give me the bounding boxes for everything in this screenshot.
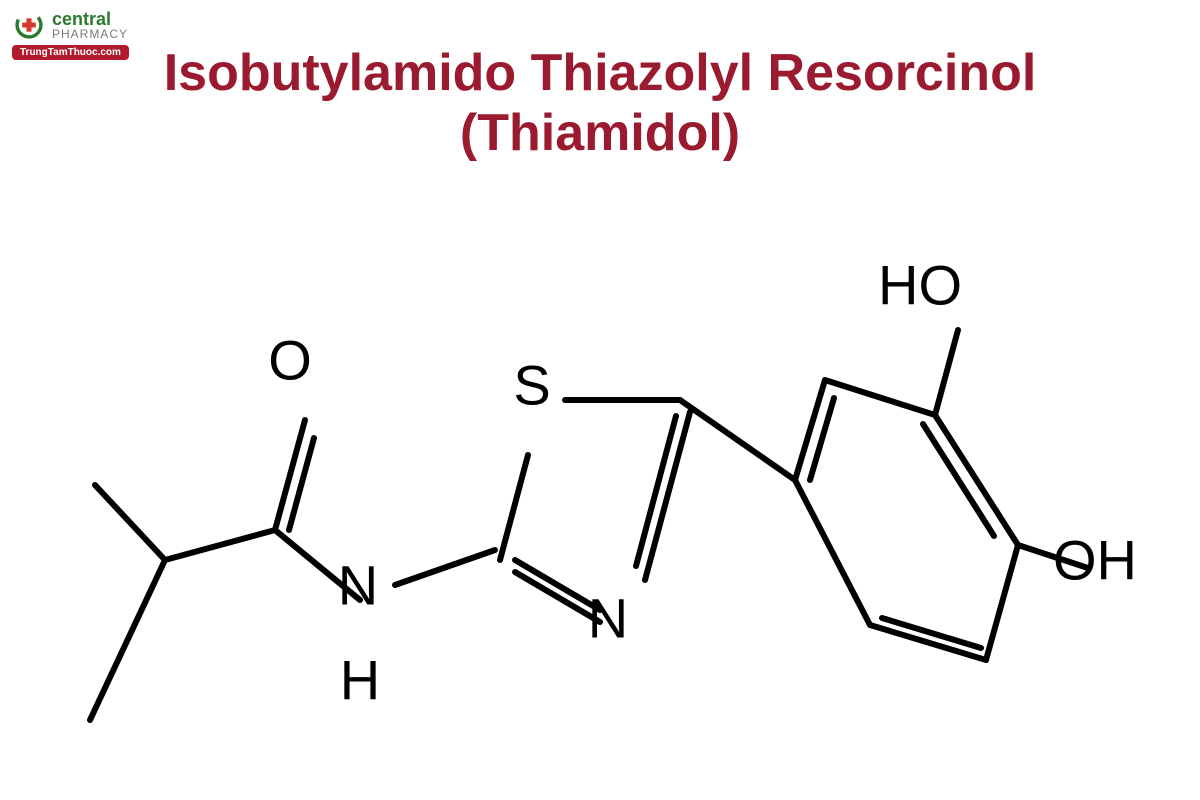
atom-label: N bbox=[338, 553, 378, 618]
bond bbox=[275, 420, 305, 530]
atom-label: OH bbox=[1053, 528, 1137, 593]
bond bbox=[923, 424, 994, 536]
bond bbox=[825, 380, 935, 415]
bond bbox=[680, 400, 795, 480]
atom-label: H bbox=[340, 648, 380, 713]
atom-label: S bbox=[513, 353, 550, 418]
molecule-structure bbox=[0, 0, 1200, 800]
bond bbox=[289, 438, 314, 530]
atom-label: O bbox=[268, 328, 312, 393]
bond bbox=[986, 545, 1018, 660]
bond-group bbox=[90, 330, 1088, 720]
bond bbox=[935, 330, 958, 415]
bond bbox=[795, 480, 870, 625]
bond bbox=[165, 530, 275, 560]
bond bbox=[795, 380, 825, 480]
bond bbox=[395, 550, 495, 585]
atom-label: HO bbox=[878, 253, 962, 318]
bond bbox=[500, 455, 528, 560]
bond bbox=[935, 415, 1018, 545]
bond bbox=[90, 560, 165, 720]
bond bbox=[95, 485, 165, 560]
atom-label: N bbox=[588, 586, 628, 651]
